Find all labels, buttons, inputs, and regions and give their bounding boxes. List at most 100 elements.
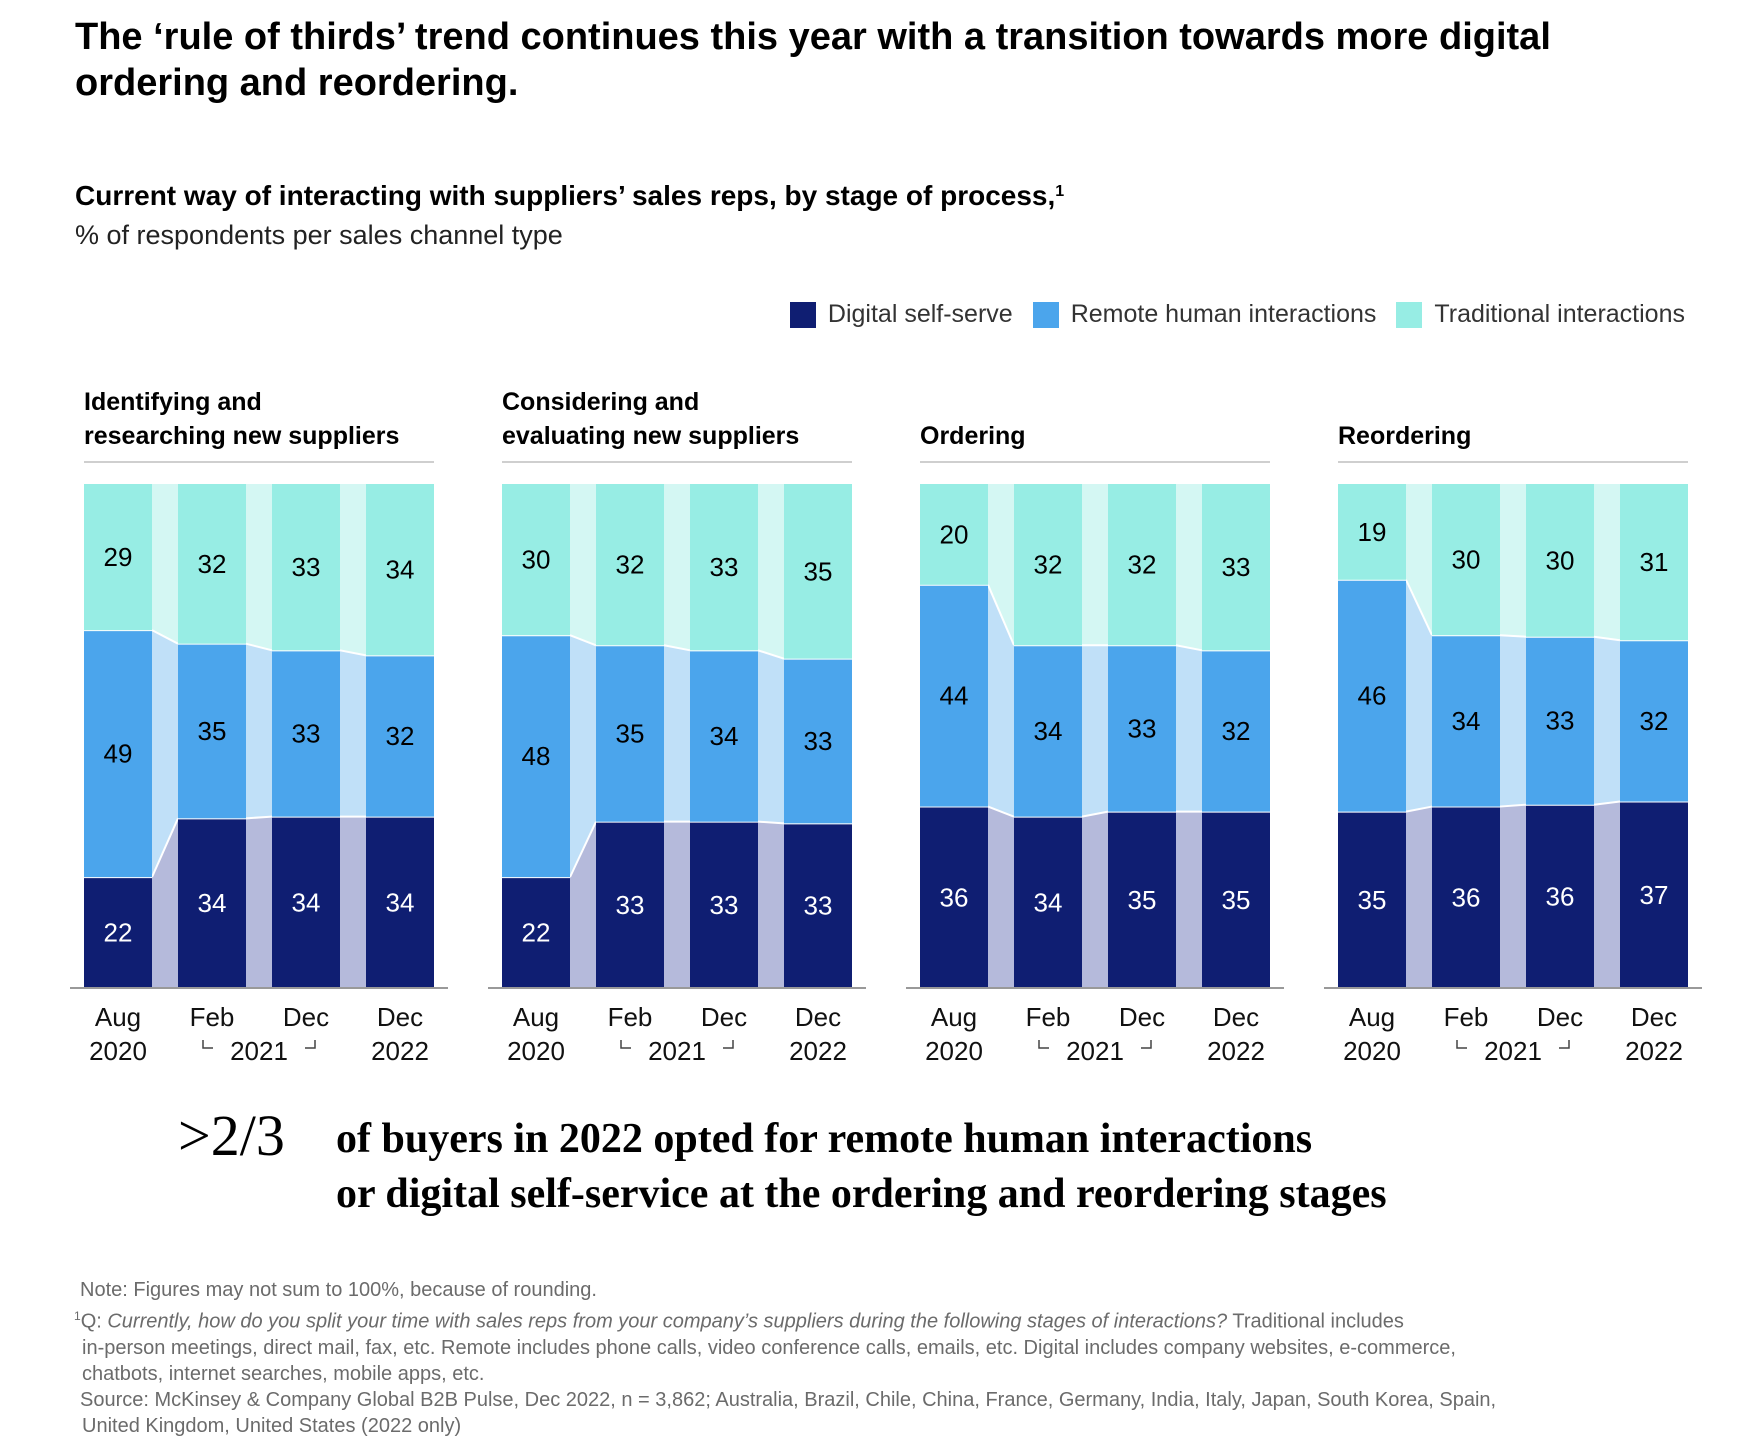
data-label-remote-2-3: 32 [1222, 716, 1251, 746]
data-label-traditional-1-1: 32 [616, 550, 645, 580]
connector-boundary-3-0-0 [1405, 805, 1433, 813]
connector-remote-2-1 [1082, 645, 1108, 817]
x-tick-year-1-3: 2022 [789, 1036, 847, 1066]
connector-boundary-3-2-0 [1593, 800, 1621, 806]
data-label-digital-2-2: 35 [1128, 885, 1157, 915]
connector-boundary-2-1-0 [1081, 810, 1109, 818]
data-label-remote-1-3: 33 [804, 726, 833, 756]
footnotes: Note: Figures may not sum to 100%, becau… [74, 1277, 1700, 1439]
connector-traditional-2-2 [1176, 484, 1202, 651]
connector-traditional-0-1 [246, 484, 272, 651]
legend-swatch-remote [1032, 301, 1059, 328]
connector-digital-0-0 [152, 818, 178, 988]
panel-title-1-line-1: evaluating new suppliers [502, 422, 799, 450]
data-label-traditional-3-0: 19 [1358, 517, 1387, 547]
x-group-bracket-left-0 [202, 1040, 213, 1049]
bar-traditional-2-0 [920, 484, 988, 585]
connector-boundary-1-2-1 [757, 649, 785, 660]
footnote-note: Note: Figures may not sum to 100%, becau… [80, 1279, 597, 1301]
connector-digital-1-2 [758, 821, 784, 988]
data-label-digital-3-1: 36 [1452, 882, 1481, 912]
data-label-traditional-3-3: 31 [1640, 547, 1669, 577]
bar-remote-2-2 [1108, 645, 1176, 812]
connector-remote-2-2 [1176, 645, 1202, 812]
bar-traditional-3-2 [1526, 484, 1594, 637]
x-tick-month-3-2: Dec [1537, 1002, 1583, 1032]
bar-digital-0-2 [272, 816, 340, 988]
connector-digital-3-0 [1406, 806, 1432, 988]
connector-boundary-0-1-1 [245, 642, 273, 652]
footnote-question-text: Currently, how do you split your time wi… [107, 1310, 1228, 1333]
bar-traditional-3-1 [1432, 484, 1500, 636]
bar-digital-2-0 [920, 806, 988, 988]
data-label-remote-0-2: 33 [292, 718, 321, 748]
connector-traditional-1-2 [758, 484, 784, 659]
bar-remote-3-3 [1620, 640, 1688, 802]
data-label-digital-0-1: 34 [198, 888, 227, 918]
bar-remote-3-1 [1432, 635, 1500, 807]
data-label-traditional-2-1: 32 [1034, 550, 1063, 580]
data-label-traditional-1-2: 33 [710, 552, 739, 582]
panel-title-0-line-0: Identifying and [84, 388, 262, 416]
x-group-label-1: 2021 [648, 1036, 706, 1066]
connector-traditional-3-0 [1406, 484, 1432, 636]
connector-remote-3-2 [1594, 636, 1620, 805]
x-tick-year-2-3: 2022 [1207, 1036, 1265, 1066]
connector-boundary-3-1-0 [1499, 803, 1527, 808]
x-tick-month-1-0: Aug [513, 1002, 559, 1032]
callout-line-1: of buyers in 2022 opted for remote human… [336, 1116, 1313, 1162]
connector-digital-2-0 [988, 806, 1014, 988]
footnote-question-mark: 1 [74, 1309, 81, 1323]
bar-remote-0-0 [84, 630, 152, 878]
connector-digital-3-2 [1594, 801, 1620, 988]
data-label-remote-3-1: 34 [1452, 706, 1481, 736]
chart-headline: The ‘rule of thirds’ trend continues thi… [75, 16, 1551, 104]
x-tick-year-1-0: 2020 [507, 1036, 565, 1066]
bar-traditional-3-3 [1620, 484, 1688, 641]
panel-title-2-line-0: Ordering [920, 422, 1026, 450]
x-tick-month-3-1: Feb [1444, 1002, 1489, 1032]
data-label-remote-3-2: 33 [1546, 706, 1575, 736]
connector-boundary-2-2-1 [1175, 644, 1203, 652]
data-label-digital-1-2: 33 [710, 890, 739, 920]
unit-label: % of respondents per sales channel type [75, 220, 563, 250]
data-label-traditional-0-0: 29 [104, 542, 133, 572]
bar-remote-3-0 [1338, 579, 1406, 812]
connector-remote-3-0 [1406, 579, 1432, 812]
bar-remote-2-3 [1202, 650, 1270, 812]
connector-boundary-0-2-1 [339, 649, 367, 657]
connector-traditional-2-1 [1082, 484, 1108, 646]
connector-digital-3-1 [1500, 804, 1526, 988]
data-label-remote-0-3: 32 [386, 721, 415, 751]
connector-remote-0-0 [152, 630, 178, 878]
data-label-traditional-2-0: 20 [940, 519, 969, 549]
x-tick-year-0-0: 2020 [89, 1036, 147, 1066]
panel-title-3-line-0: Reordering [1338, 422, 1471, 450]
bar-digital-1-1 [596, 821, 664, 988]
data-label-remote-1-2: 34 [710, 721, 739, 751]
legend-item-remote: Remote human interactions [1032, 300, 1376, 329]
data-label-remote-0-1: 35 [198, 716, 227, 746]
legend-label-traditional: Traditional interactions [1434, 300, 1685, 328]
x-group-bracket-right-0 [305, 1040, 316, 1049]
bar-digital-1-3 [784, 823, 852, 988]
connector-digital-0-1 [246, 816, 272, 988]
bar-remote-1-1 [596, 645, 664, 822]
data-label-digital-3-0: 35 [1358, 885, 1387, 915]
x-tick-year-3-3: 2022 [1625, 1036, 1683, 1066]
connector-boundary-1-1-1 [663, 644, 691, 652]
connector-boundary-3-0-1 [1405, 579, 1433, 636]
footnote-source-2: United Kingdom, United States (2022 only… [82, 1414, 462, 1437]
legend-item-traditional: Traditional interactions [1396, 300, 1685, 329]
bar-traditional-1-0 [502, 484, 570, 636]
x-tick-month-1-2: Dec [701, 1002, 747, 1032]
connector-boundary-2-0-1 [987, 584, 1015, 646]
bar-remote-0-3 [366, 655, 434, 817]
bar-remote-1-3 [784, 658, 852, 824]
chart-subtitle: Current way of interacting with supplier… [75, 178, 1064, 214]
footnote-question-rest: Traditional includes [1227, 1310, 1404, 1333]
x-group-bracket-right-3 [1559, 1040, 1570, 1049]
footnote-marker: 1 [1055, 183, 1065, 200]
x-group-bracket-left-1 [620, 1040, 631, 1049]
bar-traditional-1-2 [690, 484, 758, 651]
